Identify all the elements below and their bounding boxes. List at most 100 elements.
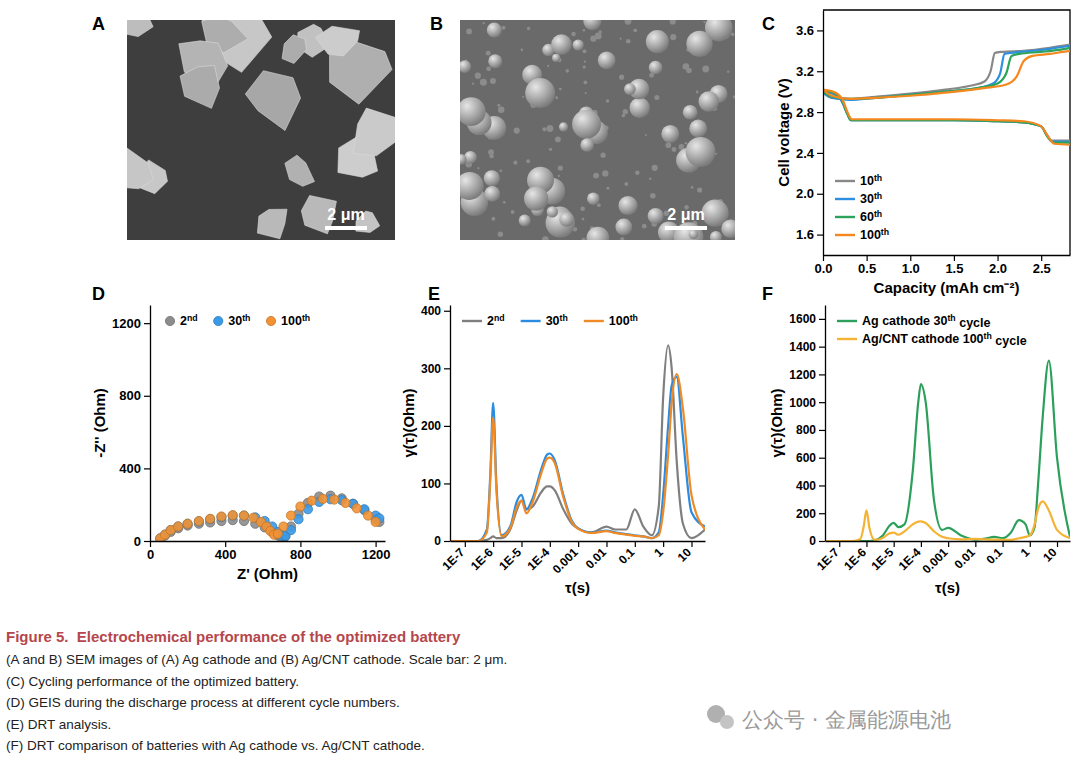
sphere	[615, 219, 632, 236]
point	[341, 498, 350, 507]
x-tick-label: 10	[1040, 545, 1060, 565]
x-tick-label: 1	[651, 545, 666, 560]
caption-line: (D) GEIS during the discharge process at…	[6, 695, 400, 710]
x-tick-mark	[954, 255, 955, 261]
point	[307, 496, 316, 505]
flake	[180, 65, 219, 108]
sphere	[583, 20, 601, 30]
x-tick-label: 400	[215, 547, 237, 562]
fiber-texture	[542, 236, 549, 240]
y-axis: 0100200300400	[421, 304, 451, 548]
x-tick-mark	[635, 541, 636, 547]
fiber-texture	[559, 88, 562, 91]
y-tick-mark	[819, 485, 825, 486]
y-tick-mark	[819, 347, 825, 348]
sphere	[460, 154, 467, 165]
legend-symbol	[837, 320, 857, 322]
image-background	[460, 20, 735, 240]
fiber-texture	[488, 149, 494, 155]
x-tick: 0.1	[983, 541, 1005, 567]
fiber-texture	[503, 201, 506, 204]
legend-label: 30th	[546, 313, 568, 328]
fiber-texture	[549, 148, 552, 151]
legend: 2nd30th100th	[165, 313, 310, 328]
y-tick: 1600	[789, 312, 825, 326]
x-tick-mark	[465, 541, 466, 547]
x-tick-mark	[867, 255, 868, 261]
fiber-texture	[547, 65, 549, 67]
x-tick-mark	[997, 255, 998, 261]
legend-symbol	[584, 320, 604, 322]
point	[279, 522, 288, 531]
y-tick-label: 1600	[789, 312, 816, 326]
point	[194, 516, 203, 525]
y-tick-mark	[819, 319, 825, 320]
y-tick-mark	[817, 234, 823, 235]
y-tick: 0	[809, 534, 825, 548]
x-tick-label: 1200	[362, 547, 391, 562]
fiber-texture	[670, 34, 676, 40]
sphere	[484, 170, 500, 186]
fiber-texture	[498, 231, 503, 236]
chart: 0.00.51.01.52.02.51.62.02.42.83.23.6Capa…	[775, 10, 1071, 296]
fiber-texture	[649, 178, 651, 180]
fiber-texture	[696, 91, 699, 94]
x-axis-line	[451, 541, 706, 542]
fiber-texture	[679, 144, 685, 150]
series-line	[823, 51, 1070, 145]
sphere	[698, 91, 719, 112]
sphere	[487, 22, 502, 37]
text-part: 60	[860, 210, 874, 224]
y-tick-mark	[819, 374, 825, 375]
sphere	[689, 229, 699, 239]
x-axis-line	[151, 541, 386, 542]
legend-label: 30th	[860, 191, 882, 206]
x-axis-title: Z' (Ohm)	[237, 565, 298, 582]
sphere	[683, 105, 698, 120]
fiber-texture	[599, 30, 602, 33]
x-tick-label: 1E-7	[814, 545, 842, 573]
legend-item: 30th	[835, 191, 882, 206]
y-axis-title: Cell voltage (V)	[775, 78, 792, 186]
x-tick-label: 800	[290, 547, 312, 562]
fiber-texture	[526, 159, 530, 163]
y-axis-line	[823, 11, 824, 256]
x-tick-mark	[225, 541, 226, 547]
y-tick: 400	[796, 479, 825, 493]
y-tick: 200	[421, 419, 450, 433]
fiber-texture	[498, 106, 504, 112]
fiber-texture	[497, 104, 500, 107]
fiber-texture	[558, 165, 563, 170]
fiber-texture	[733, 95, 735, 98]
x-tick: 1.0	[902, 255, 920, 276]
legend-item: Ag cathode 30th cycle	[837, 313, 991, 330]
x-tick-label: 0.001	[920, 545, 951, 576]
x-tick-mark	[300, 541, 301, 547]
plot-frame	[823, 10, 1070, 255]
flake	[245, 71, 300, 131]
superscript: th	[560, 313, 568, 323]
watermark-icon	[720, 715, 734, 729]
legend-item: 100th	[835, 227, 889, 242]
x-tick: 1E-5	[868, 541, 896, 573]
text-part: cycle	[956, 316, 991, 330]
plot-marks	[823, 45, 1070, 145]
sphere	[674, 222, 704, 240]
legend-label: Ag cathode 30th cycle	[862, 313, 991, 330]
fiber-texture	[571, 32, 575, 36]
sphere	[624, 83, 636, 95]
flake	[282, 35, 307, 64]
text-part: 30	[860, 192, 874, 206]
panel-letter: A	[92, 14, 105, 34]
plot-marks	[156, 491, 384, 541]
text-part: 2	[180, 314, 187, 328]
y-tick-label: 200	[796, 507, 816, 521]
fiber-texture	[606, 99, 610, 103]
x-tick-label: 0.5	[858, 261, 876, 276]
y-tick-mark	[819, 430, 825, 431]
y-tick: 2.0	[796, 186, 823, 201]
superscript: th	[881, 227, 889, 237]
panel-letter: F	[762, 284, 773, 304]
plot-marks	[450, 345, 705, 541]
y-tick-mark	[144, 468, 150, 469]
